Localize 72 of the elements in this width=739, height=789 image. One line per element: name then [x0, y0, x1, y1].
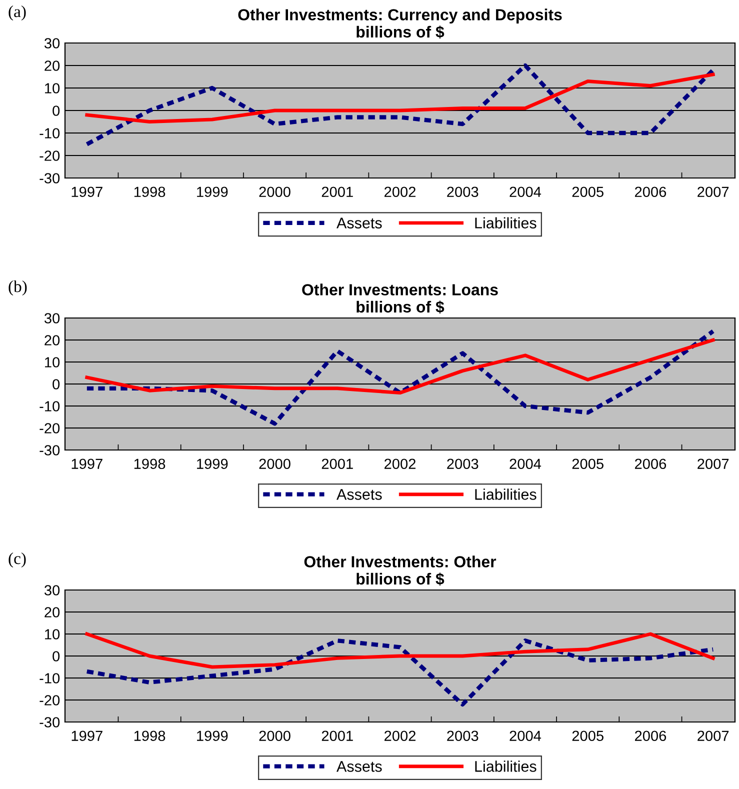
x-tick-label: 2006	[634, 186, 666, 198]
y-tick-label: 20	[44, 607, 60, 618]
legend-label: Liabilities	[475, 217, 536, 228]
x-tick-label: 2002	[384, 458, 416, 470]
y-tick-label: 20	[44, 60, 60, 71]
x-tick-label: 2000	[259, 730, 290, 742]
y-tick-label: -10	[40, 673, 60, 684]
legend-label: Assets	[336, 218, 382, 228]
x-tick-label: 2003	[447, 458, 478, 470]
line-series	[85, 632, 715, 669]
line-series	[84, 329, 716, 426]
y-tick-label: -20	[40, 695, 60, 706]
x-tick-label: 2005	[572, 730, 604, 742]
y-tick-label: 30	[44, 38, 60, 48]
y-tick-label: 10	[45, 629, 60, 640]
y-tick-label: -30	[40, 445, 60, 456]
x-tick-label: 2004	[510, 186, 542, 198]
line-series	[84, 638, 716, 706]
y-tick-label: -10	[40, 128, 60, 138]
legend-label: Assets	[336, 489, 382, 500]
y-tick-label: -30	[40, 173, 60, 184]
y-tick-label: 10	[45, 83, 60, 94]
x-tick-label: 1998	[134, 730, 166, 742]
x-tick-label: 2003	[447, 730, 478, 742]
legend-label: Liabilities	[475, 760, 536, 772]
y-tick-label: 30	[44, 585, 60, 596]
chart-title: Other Investments: Other billions of $	[304, 556, 496, 586]
line-series	[84, 63, 716, 146]
x-tick-label: 2001	[322, 730, 353, 742]
x-tick-label: 2006	[634, 730, 666, 742]
x-tick-label: 2004	[510, 730, 542, 742]
y-tick-label: 0	[52, 651, 60, 662]
text: (a)	[8, 5, 26, 21]
legend-label: Liabilities	[475, 488, 536, 500]
line-series	[85, 338, 715, 395]
x-tick-label: 1997	[72, 458, 102, 470]
x-tick-label: 1997	[72, 186, 102, 198]
y-tick-label: -20	[40, 150, 60, 161]
legend-label: Assets	[336, 761, 382, 772]
y-tick-label: 20	[44, 335, 60, 346]
y-tick-label: -10	[40, 401, 60, 412]
x-tick-label: 1999	[197, 186, 228, 198]
x-tick-label: 1998	[134, 458, 166, 470]
x-tick-label: 2000	[259, 186, 290, 198]
chart-title: Other Investments: Currency and Deposits billions of $	[238, 8, 562, 39]
x-tick-label: 1997	[72, 730, 102, 742]
y-tick-label: 0	[52, 106, 60, 116]
line-series	[85, 72, 715, 124]
x-tick-label: 2003	[447, 186, 478, 198]
x-tick-label: 2007	[698, 458, 729, 470]
y-tick-label: -30	[40, 717, 60, 728]
x-tick-label: 2005	[572, 458, 604, 470]
x-tick-label: 2000	[259, 458, 290, 470]
x-tick-label: 2005	[572, 186, 604, 198]
x-tick-label: 1999	[197, 458, 228, 470]
y-tick-label: 30	[44, 313, 60, 324]
x-tick-label: 1999	[197, 730, 228, 742]
x-tick-label: 2001	[322, 458, 353, 470]
x-tick-label: 2007	[698, 730, 729, 742]
x-tick-label: 2002	[384, 730, 416, 742]
x-tick-label: 2007	[698, 186, 729, 198]
x-tick-label: 1998	[134, 186, 166, 198]
y-tick-label: 0	[52, 379, 60, 390]
x-tick-label: 2004	[510, 458, 542, 470]
x-tick-label: 2002	[384, 186, 416, 198]
x-tick-label: 2006	[634, 458, 666, 470]
y-tick-label: -20	[40, 423, 60, 434]
chart-title: Other Investments: Loans billions of $	[302, 284, 498, 314]
x-tick-label: 2001	[322, 186, 353, 198]
text: (c)	[8, 552, 26, 568]
text: (b)	[8, 280, 27, 296]
y-tick-label: 10	[45, 357, 60, 368]
